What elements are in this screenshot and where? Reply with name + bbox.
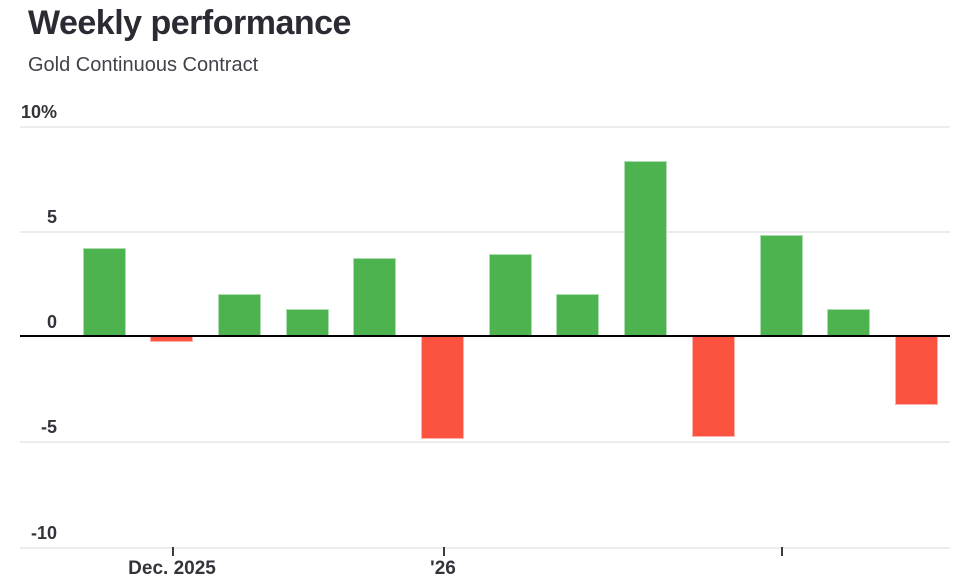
y-axis-label--10: -10	[30, 523, 57, 543]
gridline--5	[20, 441, 950, 443]
gridline-10	[20, 126, 950, 128]
x-axis-tick-10	[781, 547, 783, 556]
bar-week-10	[692, 336, 735, 437]
y-axis-label-5: 5	[46, 207, 57, 227]
chart-subtitle: Gold Continuous Contract	[28, 54, 259, 76]
bar-week-6	[421, 336, 464, 439]
bar-week-1	[83, 248, 126, 336]
bar-week-4	[286, 309, 329, 336]
bar-week-9	[624, 161, 667, 336]
chart-title: Weekly performance	[28, 4, 351, 42]
x-axis-label-5: '26	[430, 558, 456, 579]
bar-week-12	[827, 309, 870, 336]
y-axis-label-10: 10%	[20, 102, 57, 122]
bar-week-5	[353, 258, 396, 336]
x-axis-tick-1	[172, 547, 174, 556]
gridline--10	[20, 547, 950, 549]
y-axis-label--5: -5	[40, 417, 57, 437]
bar-week-7	[489, 254, 532, 336]
y-axis-label-0: 0	[46, 312, 57, 332]
gridline-5	[20, 231, 950, 233]
bar-week-13	[895, 336, 938, 405]
bar-week-11	[760, 235, 803, 336]
zero-axis-line	[20, 335, 950, 337]
bar-week-8	[556, 294, 599, 336]
bar-week-3	[218, 294, 261, 336]
x-axis-label-1: Dec. 2025	[128, 558, 216, 579]
x-axis-tick-5	[443, 547, 445, 556]
